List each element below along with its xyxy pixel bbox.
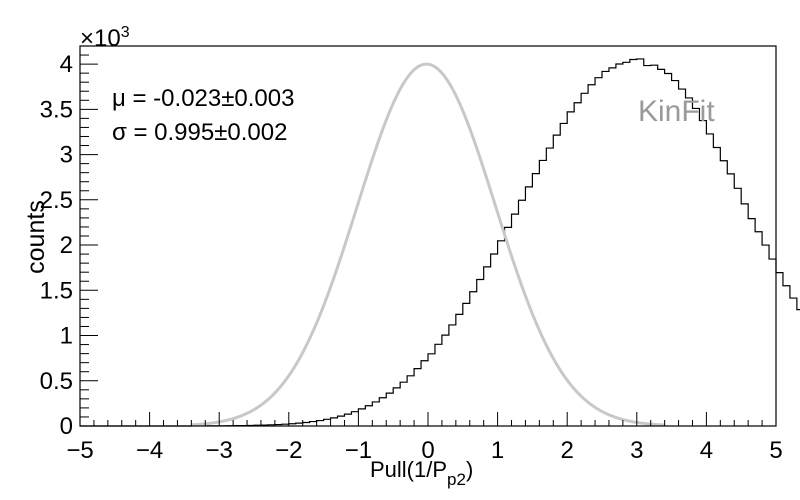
histogram-bin — [706, 134, 713, 426]
x-tick-label: 3 — [630, 437, 643, 464]
histogram-bin — [484, 267, 491, 426]
x-tick-label: 5 — [769, 437, 782, 464]
stats-mu: μ = -0.023±0.003 — [112, 85, 294, 112]
histogram-bin — [512, 214, 519, 426]
histogram-bin — [609, 68, 616, 426]
histogram-bin — [595, 78, 602, 426]
histogram-bin — [783, 286, 790, 426]
histogram-bin — [317, 421, 324, 426]
histogram-bin — [546, 148, 553, 426]
y-tick-label: 1 — [60, 323, 73, 350]
x-axis-title: Pull(1/Pp2) — [370, 457, 473, 489]
histogram-bin — [414, 369, 421, 426]
histogram-bin — [741, 204, 748, 426]
histogram-bin — [630, 59, 637, 426]
histogram-bin — [393, 388, 400, 426]
histogram-bin — [616, 64, 623, 426]
histogram-bin — [769, 259, 776, 426]
histogram-bin — [553, 135, 560, 426]
x-tick-label: 0 — [421, 437, 434, 464]
histogram-bin — [720, 161, 727, 426]
histogram-bin — [532, 174, 539, 426]
histogram-bin — [491, 254, 498, 426]
histogram-bin — [762, 245, 769, 426]
y-tick-label: 3.5 — [40, 96, 73, 123]
y-axis-title: counts — [22, 200, 50, 274]
histogram-bin — [539, 160, 546, 426]
histogram-bin — [379, 398, 386, 426]
histogram-bin — [365, 406, 372, 426]
histogram-bin — [324, 419, 331, 426]
histogram-bin — [421, 361, 428, 426]
x-tick-label: −2 — [275, 437, 302, 464]
histogram-bin — [755, 232, 762, 426]
histogram-bin — [574, 103, 581, 426]
histogram-bin — [456, 314, 463, 426]
y-tick-label: 2.5 — [40, 187, 73, 214]
y-tick-label: 0.5 — [40, 368, 73, 395]
histogram-bin — [692, 108, 699, 426]
histogram-outline — [80, 58, 800, 427]
histogram-bin — [470, 292, 477, 426]
y-tick-label: 3 — [60, 142, 73, 169]
histogram-bin — [331, 418, 338, 426]
histogram-bin — [679, 89, 686, 426]
y-tick-label: 4 — [60, 51, 73, 78]
histogram-bin — [463, 303, 470, 426]
histogram-bin — [734, 188, 741, 426]
histogram-bin — [358, 409, 365, 426]
histogram-bin — [686, 98, 693, 426]
histogram-bin — [435, 344, 442, 426]
histogram-bin — [776, 273, 783, 426]
histogram-bin — [790, 298, 797, 426]
histogram-bin — [407, 376, 414, 426]
histogram-bin — [518, 200, 525, 426]
histogram-bin — [588, 85, 595, 426]
histogram-bin — [748, 219, 755, 426]
histogram-bin — [372, 402, 379, 426]
histogram-bin — [477, 280, 484, 426]
stats-sigma: σ = 0.995±0.002 — [112, 119, 287, 146]
x-tick-label: −1 — [345, 437, 372, 464]
y-tick-label: 1.5 — [40, 277, 73, 304]
histogram-bin — [567, 112, 574, 426]
y-multiplier: ×103 — [80, 24, 130, 52]
histogram-bin — [581, 93, 588, 426]
x-tick-label: 2 — [561, 437, 574, 464]
histogram-bin — [713, 148, 720, 426]
histogram-bin — [344, 414, 351, 426]
histogram-bin — [699, 121, 706, 426]
histogram-bin — [386, 393, 393, 426]
x-tick-label: 1 — [491, 437, 504, 464]
histogram-bin — [623, 62, 630, 426]
histogram-bin — [338, 416, 345, 426]
x-tick-label: −5 — [66, 437, 93, 464]
kinfit-label: KinFit — [638, 95, 715, 128]
histogram-bin — [428, 354, 435, 426]
histogram-bin — [449, 325, 456, 426]
histogram-bin — [310, 422, 317, 426]
histogram-bin — [442, 335, 449, 426]
x-tick-label: −4 — [136, 437, 163, 464]
histogram-bin — [672, 81, 679, 426]
histogram-bin — [498, 241, 505, 426]
histogram-bin — [602, 71, 609, 426]
x-tick-label: 4 — [700, 437, 713, 464]
histogram-bin — [727, 174, 734, 426]
y-tick-label: 0 — [60, 413, 73, 440]
y-tick-label: 2 — [60, 232, 73, 259]
histogram-bin — [351, 412, 358, 426]
x-tick-label: −3 — [206, 437, 233, 464]
histogram-bin — [400, 382, 407, 426]
gaussian-fit-curve — [191, 62, 665, 427]
